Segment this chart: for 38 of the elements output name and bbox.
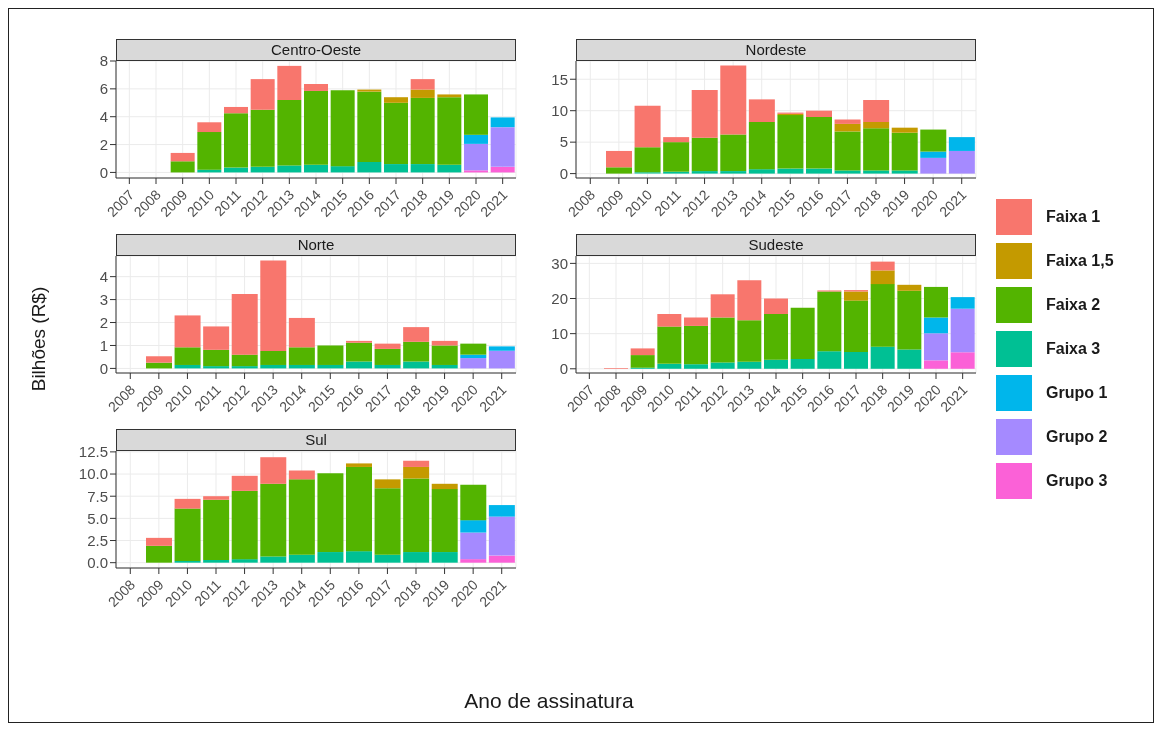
y-tick-label: 4	[99, 108, 108, 126]
y-tick-label: 3	[99, 290, 108, 308]
y-tick-label: 1	[99, 336, 108, 354]
y-tick-label: 0.0	[87, 554, 108, 572]
y-tick-label: 2	[99, 313, 108, 331]
y-tick-label: 5.0	[87, 509, 108, 527]
y-tick-label: 4	[99, 267, 108, 285]
y-tick-label: 0	[99, 359, 108, 377]
legend-label: Grupo 1	[1046, 384, 1108, 402]
legend-label: Grupo 2	[1046, 428, 1108, 446]
x-axis-title: Ano de assinatura	[463, 689, 635, 713]
chart-title: Centro-Oeste	[116, 39, 516, 61]
y-axis-title: Bilhões (R$)	[28, 286, 50, 392]
y-tick-label: 0	[559, 360, 568, 378]
y-tick-label: 5	[559, 133, 568, 151]
y-tick-label: 7.5	[87, 487, 108, 505]
y-tick-label: 20	[551, 289, 568, 307]
legend-label: Faixa 3	[1046, 340, 1101, 358]
y-tick-label: 0	[559, 164, 568, 182]
chart-title: Sul	[116, 429, 516, 451]
legend-label: Faixa 2	[1046, 296, 1101, 314]
y-tick-label: 0	[99, 163, 108, 181]
y-tick-label: 12.5	[78, 443, 108, 461]
chart-title: Norte	[116, 234, 516, 256]
y-tick-label: 2.5	[87, 531, 108, 549]
legend-label: Faixa 1,5	[1046, 252, 1114, 270]
chart-title: Nordeste	[576, 39, 976, 61]
y-tick-label: 10	[551, 102, 568, 120]
y-tick-label: 30	[551, 254, 568, 272]
y-tick-label: 10	[551, 324, 568, 342]
legend-label: Faixa 1	[1046, 208, 1101, 226]
y-tick-label: 10.0	[78, 465, 108, 483]
y-tick-label: 8	[99, 52, 108, 70]
y-tick-label: 6	[99, 80, 108, 98]
legend-label: Grupo 3	[1046, 472, 1108, 490]
y-tick-label: 15	[551, 70, 568, 88]
y-tick-label: 2	[99, 135, 108, 153]
chart-title: Sudeste	[576, 234, 976, 256]
